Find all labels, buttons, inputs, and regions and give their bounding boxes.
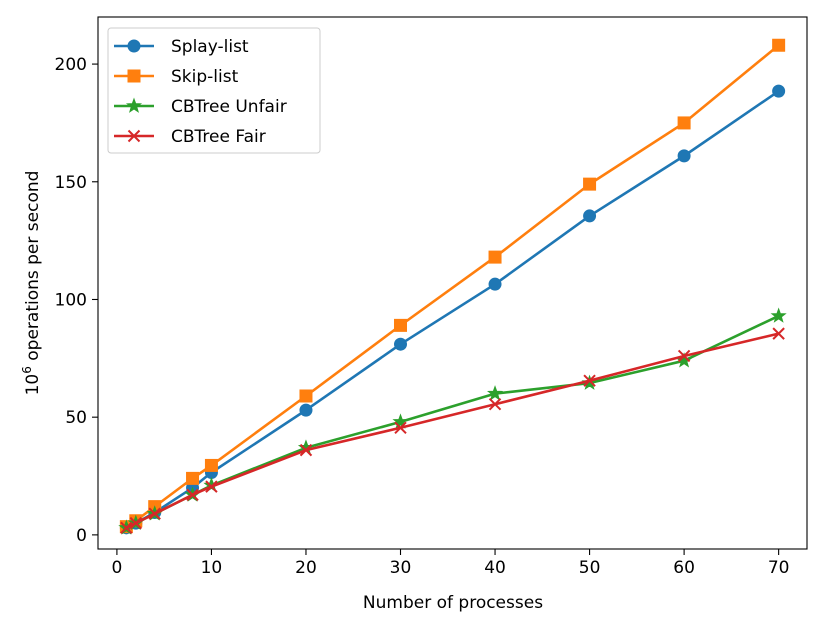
data-point bbox=[677, 116, 691, 130]
data-point bbox=[772, 84, 786, 98]
y-axis: 0 50 100 150 200 bbox=[55, 55, 98, 546]
series-line bbox=[125, 314, 780, 529]
data-point bbox=[394, 421, 407, 434]
x-tick-label: 20 bbox=[295, 558, 317, 578]
legend-marker bbox=[127, 129, 141, 143]
data-point bbox=[299, 389, 313, 403]
series-cbtree-fair bbox=[120, 327, 785, 535]
y-axis-label-exp: 6 bbox=[20, 366, 34, 374]
data-point bbox=[488, 398, 502, 411]
legend-items: Splay-list Skip-list CBTree Unfair CBTree F… bbox=[114, 37, 287, 147]
data-point bbox=[770, 307, 787, 323]
data-point bbox=[148, 507, 161, 520]
legend-item: CBTree Unfair bbox=[114, 97, 287, 117]
x-tick-label: 50 bbox=[579, 558, 601, 578]
data-point bbox=[583, 374, 596, 387]
data-point bbox=[583, 177, 597, 191]
x-tick-label: 10 bbox=[201, 558, 223, 578]
data-point bbox=[120, 521, 133, 535]
x-tick-label: 40 bbox=[484, 558, 506, 578]
legend-label: CBTree Fair bbox=[171, 127, 266, 147]
data-point bbox=[299, 443, 313, 457]
data-point bbox=[488, 250, 502, 264]
x-axis: 0 10 20 30 40 50 60 70 bbox=[111, 549, 789, 578]
legend-item: Splay-list bbox=[114, 37, 249, 57]
series-cbtree-unfair bbox=[118, 307, 787, 535]
data-point bbox=[677, 149, 691, 163]
y-axis-label: 106 operations per second bbox=[20, 171, 43, 396]
x-tick-label: 30 bbox=[390, 558, 412, 578]
y-tick-label: 200 bbox=[55, 55, 87, 75]
data-point bbox=[299, 403, 313, 417]
legend-label: Splay-list bbox=[171, 37, 249, 57]
plot-frame bbox=[97, 16, 808, 550]
legend-item: CBTree Fair bbox=[114, 127, 266, 147]
legend-box bbox=[107, 27, 321, 154]
data-point bbox=[583, 209, 597, 223]
y-axis-label-rest: operations per second bbox=[23, 171, 43, 367]
data-point bbox=[772, 38, 786, 52]
x-tick-label: 60 bbox=[673, 558, 695, 578]
y-axis-label-base: 10 bbox=[23, 374, 43, 396]
legend: Splay-list Skip-list CBTree Unfair CBTree F… bbox=[107, 27, 321, 154]
data-point bbox=[488, 277, 502, 291]
data-point bbox=[186, 471, 200, 485]
data-point bbox=[129, 516, 143, 530]
legend-item: Skip-list bbox=[114, 67, 239, 87]
x-axis-label: Number of processes bbox=[363, 593, 543, 613]
legend-marker bbox=[127, 39, 141, 53]
data-point bbox=[394, 318, 408, 332]
data-point bbox=[772, 327, 785, 340]
data-point bbox=[186, 488, 199, 502]
legend-label: Skip-list bbox=[171, 67, 239, 87]
legend-marker bbox=[125, 97, 143, 113]
data-point bbox=[486, 385, 504, 401]
data-point bbox=[203, 476, 220, 493]
data-point bbox=[677, 349, 691, 363]
data-point bbox=[392, 413, 409, 429]
data-point bbox=[394, 337, 408, 351]
legend-marker bbox=[127, 69, 141, 83]
data-point bbox=[205, 480, 218, 493]
y-tick-label: 100 bbox=[55, 290, 87, 310]
y-tick-label: 150 bbox=[55, 173, 87, 193]
data-point bbox=[204, 458, 218, 472]
x-tick-label: 70 bbox=[768, 558, 790, 578]
y-tick-label: 50 bbox=[65, 408, 87, 428]
y-tick-label: 0 bbox=[76, 526, 87, 546]
legend-label: CBTree Unfair bbox=[171, 97, 287, 117]
series-skip-list bbox=[119, 38, 786, 534]
series-layer bbox=[118, 38, 787, 535]
x-tick-label: 0 bbox=[111, 558, 122, 578]
